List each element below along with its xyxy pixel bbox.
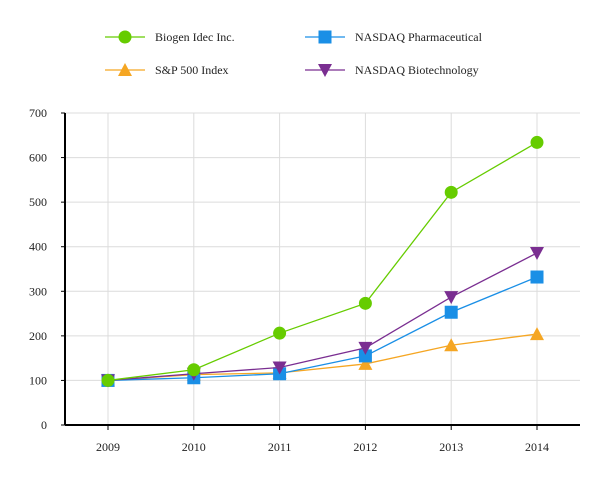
y-tick-label: 300 <box>29 284 47 298</box>
data-point-nasdaq-biotechnology <box>444 291 459 305</box>
legend-marker-s-p-500-index <box>118 63 132 76</box>
legend-marker-nasdaq-biotechnology <box>318 64 332 77</box>
series-line-biogen-idec-inc <box>107 141 538 382</box>
data-point-nasdaq-pharmaceutical <box>530 270 544 284</box>
data-point-nasdaq-pharmaceutical <box>358 349 372 363</box>
y-tick-label: 0 <box>41 418 47 432</box>
y-tick-label: 100 <box>29 373 47 387</box>
x-tick-label: 2014 <box>525 440 549 454</box>
legend-label: NASDAQ Biotechnology <box>355 63 479 77</box>
legend-marker-biogen-idec-inc <box>118 30 132 44</box>
legend-label: NASDAQ Pharmaceutical <box>355 30 483 44</box>
y-tick-label: 700 <box>29 106 47 120</box>
data-point-biogen-idec-inc <box>530 135 544 149</box>
series-line-s-p-500-index <box>107 333 538 382</box>
y-tick-label: 200 <box>29 329 47 343</box>
y-tick-label: 600 <box>29 151 47 165</box>
y-tick-label: 500 <box>29 195 47 209</box>
data-point-biogen-idec-inc <box>358 296 372 310</box>
y-tick-label: 400 <box>29 240 47 254</box>
legend-label: Biogen Idec Inc. <box>155 30 235 44</box>
data-point-nasdaq-biotechnology <box>530 246 544 260</box>
x-tick-label: 2011 <box>268 440 292 454</box>
data-point-biogen-idec-inc <box>101 373 115 387</box>
data-point-biogen-idec-inc <box>444 185 458 199</box>
data-point-biogen-idec-inc <box>273 326 287 340</box>
data-point-s-p-500-index <box>444 338 459 352</box>
series-line-nasdaq-biotechnology <box>107 252 538 382</box>
data-point-nasdaq-pharmaceutical <box>444 305 458 319</box>
x-tick-label: 2009 <box>96 440 120 454</box>
data-point-s-p-500-index <box>530 327 544 341</box>
x-tick-label: 2013 <box>439 440 463 454</box>
data-point-biogen-idec-inc <box>187 363 201 377</box>
legend-marker-nasdaq-pharmaceutical <box>318 30 332 44</box>
series-line-nasdaq-pharmaceutical <box>107 276 538 382</box>
data-point-nasdaq-biotechnology <box>272 361 287 375</box>
legend-item: NASDAQ Pharmaceutical <box>305 30 483 44</box>
x-tick-label: 2012 <box>353 440 377 454</box>
legend-label: S&P 500 Index <box>155 63 229 77</box>
data-point-nasdaq-biotechnology <box>358 341 373 355</box>
data-point-s-p-500-index <box>358 356 373 370</box>
x-tick-label: 2010 <box>182 440 206 454</box>
